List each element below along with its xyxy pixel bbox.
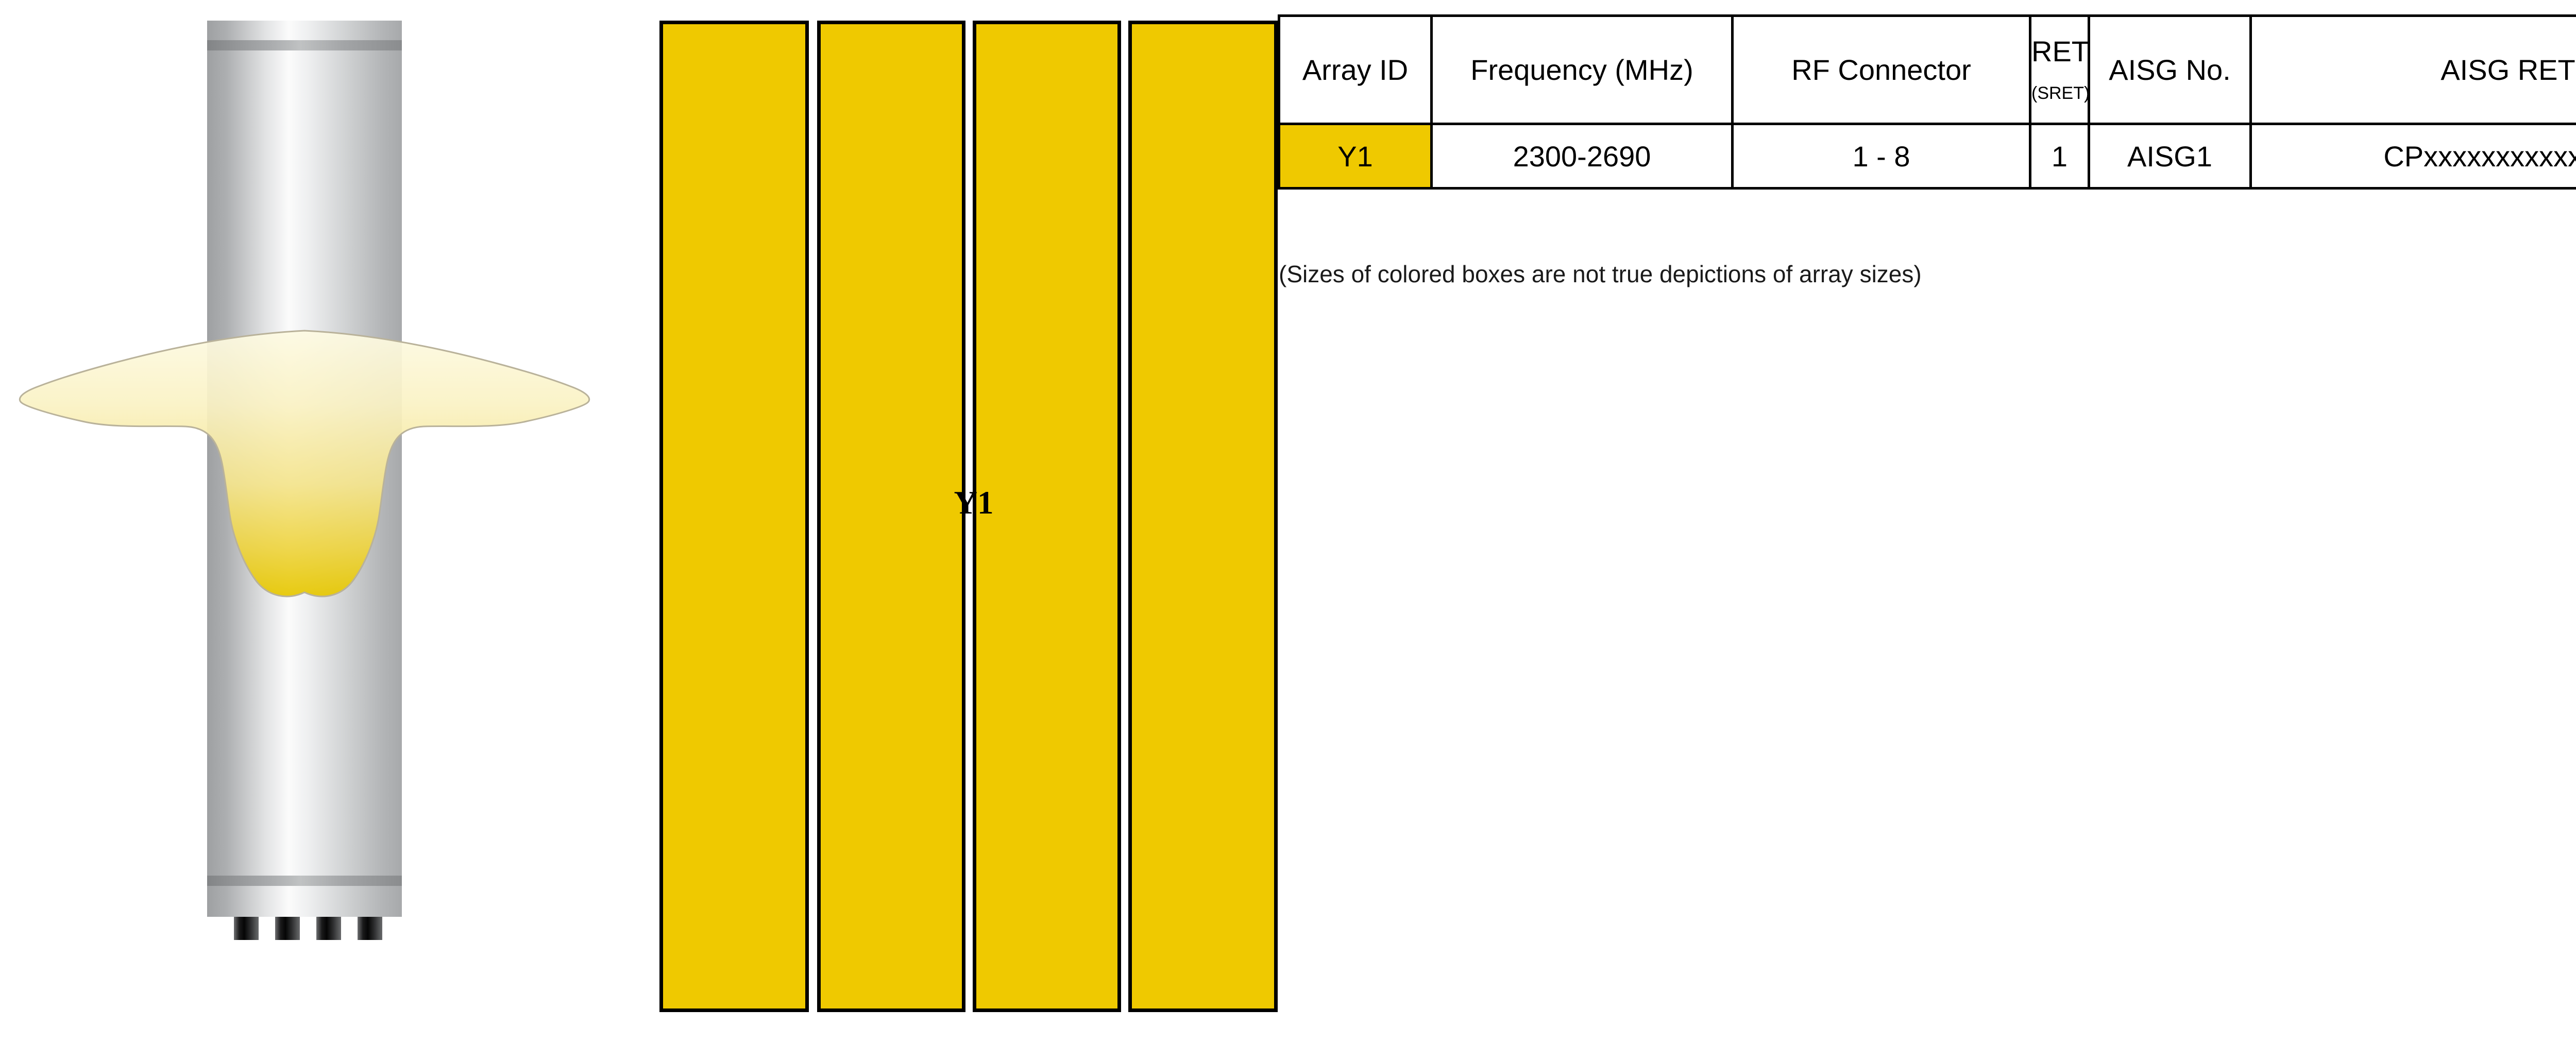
array-panel[interactable] [659, 21, 809, 1012]
spec-table-container: Array ID Frequency (MHz) RF Connector RE… [1278, 14, 2576, 190]
header-aisg-no: AISG No. [2089, 16, 2251, 124]
header-rf-connector: RF Connector [1733, 16, 2030, 124]
header-ret-sub: (SRET) [2031, 84, 2088, 103]
cell-frequency: 2300-2690 [1432, 124, 1733, 189]
connector-2 [275, 917, 300, 940]
cell-aisg-no: AISG1 [2089, 124, 2251, 189]
connector-4 [358, 917, 382, 940]
cell-aisg-ret-uid: CPxxxxxxxxxxxxxxxxY1 [2251, 124, 2576, 189]
array-panel[interactable] [973, 21, 1121, 1012]
array-panel[interactable] [1128, 21, 1278, 1012]
header-aisg-ret-uid: AISG RET UID [2251, 16, 2576, 124]
table-header-row: Array ID Frequency (MHz) RF Connector RE… [1279, 16, 2576, 124]
array-panel-group: Y1 [659, 21, 1242, 1012]
radome-top-seam [207, 40, 402, 50]
radome-bottom-seam [207, 876, 402, 886]
cell-ret: 1 [2030, 124, 2089, 189]
connector-3 [316, 917, 341, 940]
diagram-caption: (Sizes of colored boxes are not true dep… [1279, 260, 1922, 288]
header-frequency: Frequency (MHz) [1432, 16, 1733, 124]
header-ret-main: RET [2031, 37, 2088, 67]
array-spec-table: Array ID Frequency (MHz) RF Connector RE… [1278, 14, 2576, 190]
antenna-connectors [234, 917, 382, 940]
cell-rf-connector: 1 - 8 [1733, 124, 2030, 189]
cell-array-id: Y1 [1279, 124, 1432, 189]
connector-1 [234, 917, 259, 940]
header-array-id: Array ID [1279, 16, 1432, 124]
radiation-pattern-lobe [20, 331, 589, 596]
antenna-illustration [0, 0, 608, 1040]
antenna-svg [0, 0, 608, 1040]
table-row: Y1 2300-2690 1 - 8 1 AISG1 CPxxxxxxxxxxx… [1279, 124, 2576, 189]
header-ret: RET (SRET) [2030, 16, 2089, 124]
array-panel[interactable] [817, 21, 965, 1012]
